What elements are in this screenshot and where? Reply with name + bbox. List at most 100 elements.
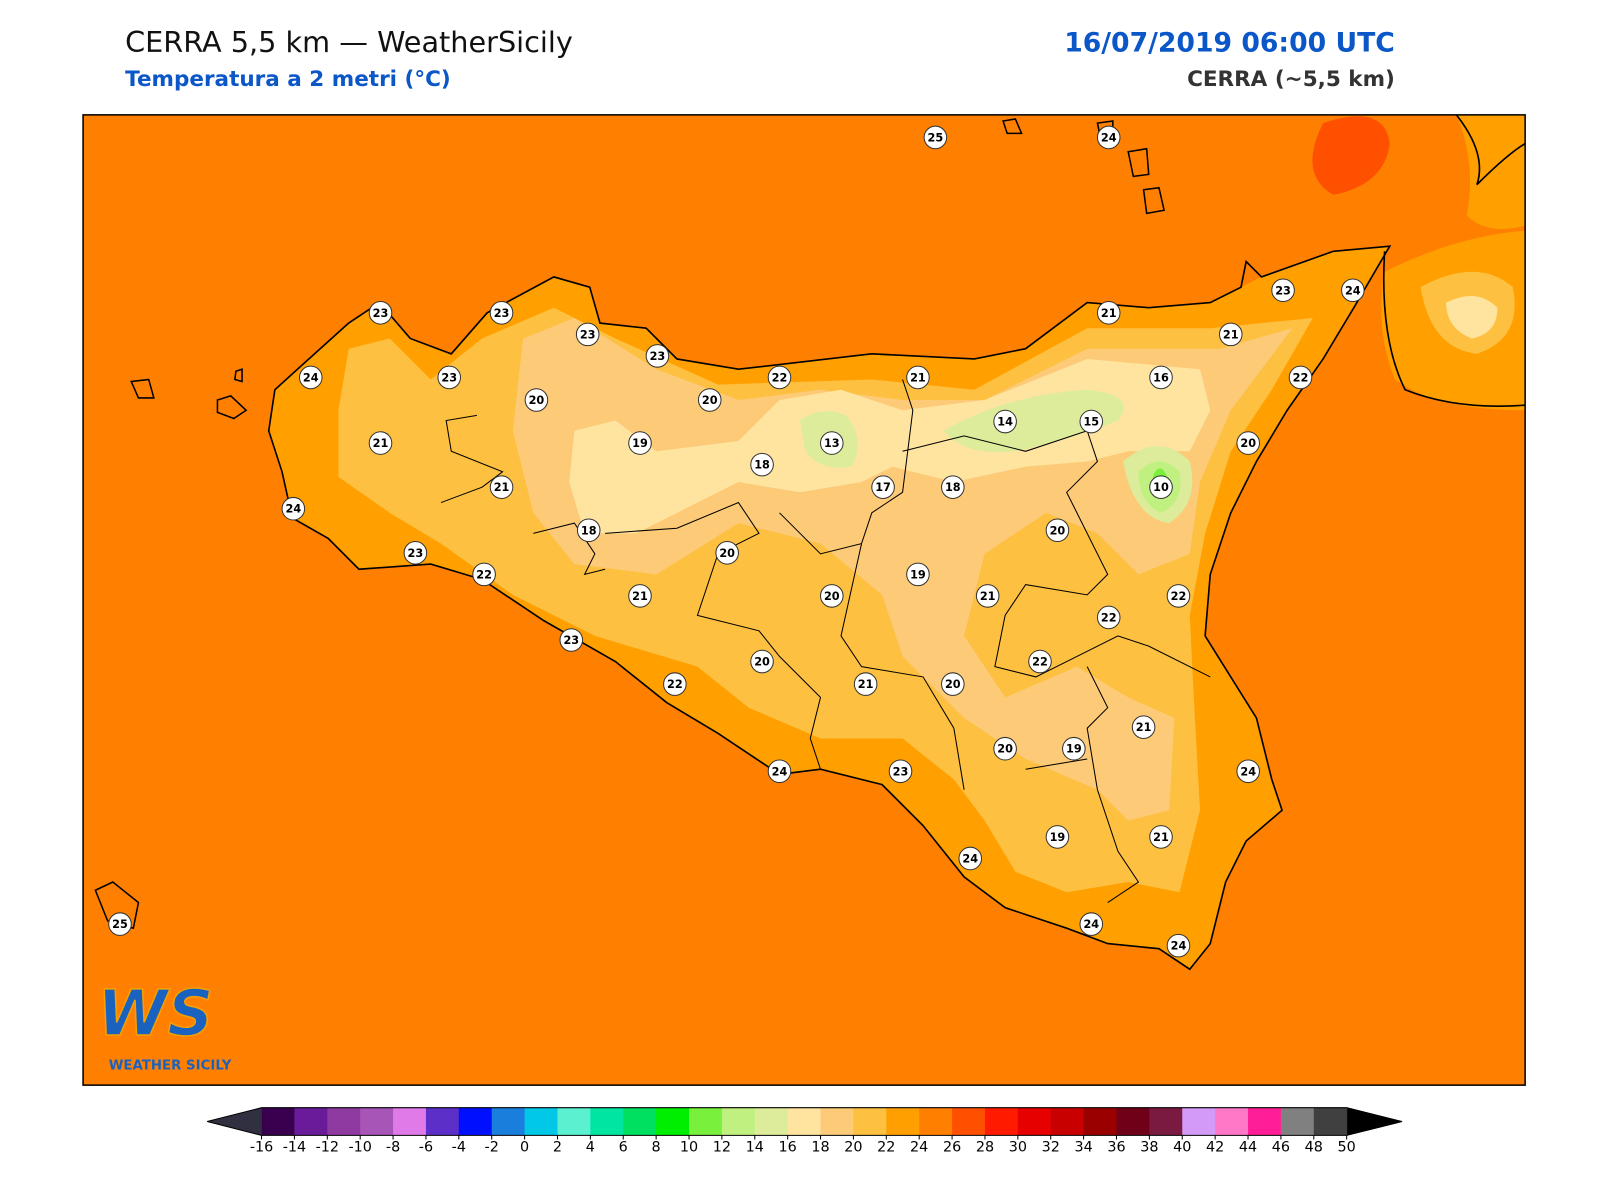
station-marker xyxy=(489,301,514,325)
colorbar-segment xyxy=(1280,1107,1315,1136)
colorbar-tick-label: 34 xyxy=(1074,1140,1092,1156)
colorbar-tick-label: 28 xyxy=(976,1140,994,1156)
colorbar-tick-label: 18 xyxy=(811,1140,829,1156)
colorbar-tick-label: 50 xyxy=(1338,1140,1356,1156)
station-value: 22 xyxy=(1293,371,1309,384)
subtitle: Temperatura a 2 metri (°C) xyxy=(125,67,451,92)
station-marker xyxy=(576,518,601,543)
model-label: CERRA (~5,5 km) xyxy=(1187,67,1395,92)
colorbar-tick-label: 16 xyxy=(779,1140,797,1156)
station-marker xyxy=(819,431,844,455)
logo-text: WEATHER SICILY xyxy=(109,1059,232,1074)
station-value: 22 xyxy=(1101,611,1117,624)
colorbar-tick-label: -8 xyxy=(386,1140,400,1156)
colorbar-tick-label: 36 xyxy=(1107,1140,1125,1156)
colorbar-tick-label: 22 xyxy=(877,1140,895,1156)
station-marker xyxy=(941,672,965,696)
colorbar-segment xyxy=(1215,1107,1249,1136)
colorbar-segment xyxy=(294,1107,328,1136)
colorbar-segment xyxy=(458,1107,493,1136)
station-marker xyxy=(767,759,792,784)
station-value: 20 xyxy=(702,394,718,407)
map-frame xyxy=(82,114,1526,1086)
station-value: 21 xyxy=(1223,328,1239,341)
station-marker xyxy=(715,541,739,565)
colorbar-segment xyxy=(1116,1107,1150,1136)
station-marker xyxy=(1096,125,1121,150)
datetime: 16/07/2019 06:00 UTC xyxy=(1064,28,1395,59)
station-marker xyxy=(559,628,584,652)
station-value: 23 xyxy=(373,307,389,320)
station-marker xyxy=(1028,649,1052,674)
station-marker xyxy=(993,409,1017,434)
station-marker xyxy=(298,365,323,390)
station-marker xyxy=(645,344,670,368)
station-marker xyxy=(1166,584,1191,608)
colorbar-tick-label: -4 xyxy=(452,1140,466,1156)
station-value: 24 xyxy=(1101,131,1117,144)
colorbar-tick-label: 12 xyxy=(713,1140,731,1156)
station-marker xyxy=(767,365,792,390)
colorbar-tick-label: -12 xyxy=(316,1140,339,1156)
colorbar-under xyxy=(207,1107,262,1136)
station-value: 23 xyxy=(563,634,579,647)
station-value: 24 xyxy=(962,852,978,865)
station-marker xyxy=(1166,933,1191,958)
station-marker xyxy=(628,584,652,608)
station-value: 20 xyxy=(945,678,961,691)
colorbar-segment xyxy=(425,1107,460,1136)
station-value: 22 xyxy=(1032,656,1048,669)
colorbar-segment xyxy=(524,1107,558,1136)
title: CERRA 5,5 km — WeatherSicily xyxy=(125,25,573,59)
station-value: 21 xyxy=(980,590,996,603)
station-value: 13 xyxy=(824,437,840,450)
colorbar-segment xyxy=(1182,1107,1216,1136)
station-marker xyxy=(663,672,687,696)
station-value: 24 xyxy=(1345,284,1361,297)
colorbar-segment xyxy=(984,1107,1019,1136)
station-value: 17 xyxy=(875,481,891,494)
temperature-band xyxy=(1446,295,1498,339)
station-marker xyxy=(1236,431,1260,455)
station-value: 20 xyxy=(997,743,1013,756)
colorbar-tick-label: 32 xyxy=(1042,1140,1060,1156)
station-value: 23 xyxy=(441,371,457,384)
colorbar-segment xyxy=(919,1107,953,1136)
colorbar-tick-label: 8 xyxy=(652,1140,661,1156)
temperature-band xyxy=(943,389,1124,453)
station-value: 24 xyxy=(1240,765,1256,778)
station-value: 22 xyxy=(476,568,492,581)
colorbar-tick-label: 0 xyxy=(520,1140,529,1156)
station-marker xyxy=(1288,365,1313,390)
station-marker xyxy=(750,452,774,477)
station-value: 22 xyxy=(667,678,683,691)
colorbar-tick-label: -2 xyxy=(485,1140,499,1156)
colorbar-segment xyxy=(623,1107,657,1136)
colorbar-segment xyxy=(1050,1107,1085,1136)
station-marker xyxy=(368,301,393,325)
station-marker xyxy=(1096,301,1121,325)
colorbar-tick-label: -14 xyxy=(283,1140,306,1156)
station-value: 25 xyxy=(928,131,944,144)
colorbar-tick-label: -6 xyxy=(419,1140,433,1156)
station-marker xyxy=(958,846,983,871)
colorbar-segment xyxy=(853,1107,887,1136)
colorbar-over xyxy=(1346,1107,1403,1136)
station-value: 14 xyxy=(997,416,1013,429)
station-value: 23 xyxy=(580,328,596,341)
station-marker xyxy=(1149,475,1173,499)
station-marker xyxy=(906,365,930,390)
colorbar-segment xyxy=(1149,1107,1183,1136)
colorbar-tick-label: 40 xyxy=(1173,1140,1191,1156)
station-value: 23 xyxy=(494,307,510,320)
colorbar: -16 -14 -12 -10 -8 -6 -4 -2 0 2 4 6 8 10 12 14 16 18 20 22 2… xyxy=(207,1107,1403,1156)
station-value: 20 xyxy=(754,656,770,669)
station-marker xyxy=(1045,825,1070,849)
colorbar-tick-label: 26 xyxy=(943,1140,961,1156)
station-marker xyxy=(941,475,965,499)
map: 25 24 23 23 23 23 24 23 20 20 22 21 21 21 23 24 22 16 14 15… xyxy=(83,114,1526,1086)
colorbar-tick-label: -10 xyxy=(348,1140,371,1156)
station-value: 23 xyxy=(650,350,666,363)
station-value: 19 xyxy=(632,437,648,450)
station-marker xyxy=(993,736,1017,761)
